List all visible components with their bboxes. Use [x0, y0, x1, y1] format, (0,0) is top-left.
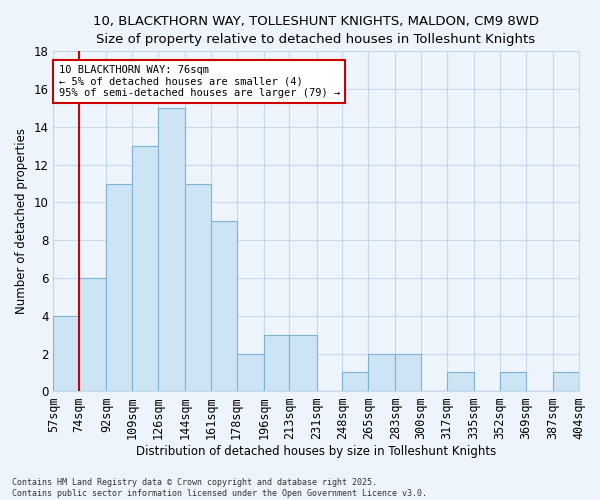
Bar — [211, 222, 236, 392]
Text: 10 BLACKTHORN WAY: 76sqm
← 5% of detached houses are smaller (4)
95% of semi-det: 10 BLACKTHORN WAY: 76sqm ← 5% of detache… — [59, 65, 340, 98]
Bar — [553, 372, 578, 392]
Bar — [132, 146, 158, 392]
Bar — [289, 334, 317, 392]
Bar — [395, 354, 421, 392]
Title: 10, BLACKTHORN WAY, TOLLESHUNT KNIGHTS, MALDON, CM9 8WD
Size of property relativ: 10, BLACKTHORN WAY, TOLLESHUNT KNIGHTS, … — [93, 15, 539, 46]
Text: Contains HM Land Registry data © Crown copyright and database right 2025.
Contai: Contains HM Land Registry data © Crown c… — [12, 478, 427, 498]
Bar — [53, 316, 79, 392]
Bar — [264, 334, 289, 392]
X-axis label: Distribution of detached houses by size in Tolleshunt Knights: Distribution of detached houses by size … — [136, 444, 496, 458]
Y-axis label: Number of detached properties: Number of detached properties — [15, 128, 28, 314]
Bar — [106, 184, 132, 392]
Bar — [343, 372, 368, 392]
Bar — [368, 354, 395, 392]
Bar — [447, 372, 474, 392]
Bar — [185, 184, 211, 392]
Bar — [158, 108, 185, 392]
Bar — [236, 354, 264, 392]
Bar — [79, 278, 106, 392]
Bar — [500, 372, 526, 392]
